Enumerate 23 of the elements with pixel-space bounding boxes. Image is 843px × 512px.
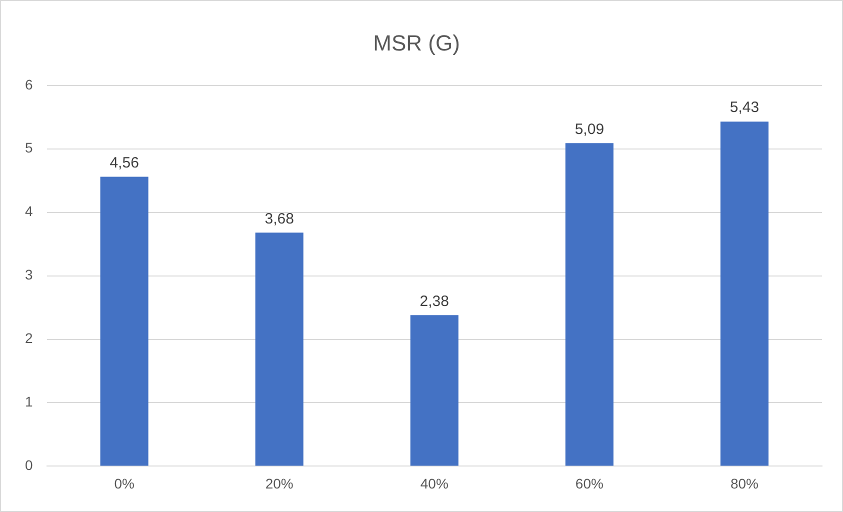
bar bbox=[410, 315, 458, 466]
data-label: 5,09 bbox=[574, 120, 604, 138]
bar bbox=[565, 143, 614, 466]
x-tick-label: 80% bbox=[730, 475, 758, 492]
x-tick-label: 0% bbox=[114, 475, 134, 492]
y-tick-label: 4 bbox=[24, 203, 33, 220]
bar bbox=[100, 176, 148, 466]
y-tick-label: 2 bbox=[24, 330, 33, 346]
y-tick-label: 3 bbox=[24, 266, 33, 283]
x-tick-label: 40% bbox=[420, 475, 448, 492]
data-label: 3,68 bbox=[264, 210, 294, 228]
chart-title: MSR (G) bbox=[373, 30, 460, 56]
y-tick-label: 1 bbox=[24, 394, 33, 410]
y-tick-label: 5 bbox=[24, 140, 33, 156]
x-tick-label: 20% bbox=[265, 475, 294, 492]
bar bbox=[255, 232, 304, 466]
bar bbox=[720, 122, 769, 466]
data-label: 5,43 bbox=[730, 99, 760, 116]
data-label: 2,38 bbox=[420, 292, 449, 310]
x-tick-label: 60% bbox=[575, 475, 604, 492]
y-tick-label: 0 bbox=[24, 457, 33, 474]
data-label: 4,56 bbox=[110, 154, 139, 172]
y-tick-label: 6 bbox=[24, 76, 33, 92]
